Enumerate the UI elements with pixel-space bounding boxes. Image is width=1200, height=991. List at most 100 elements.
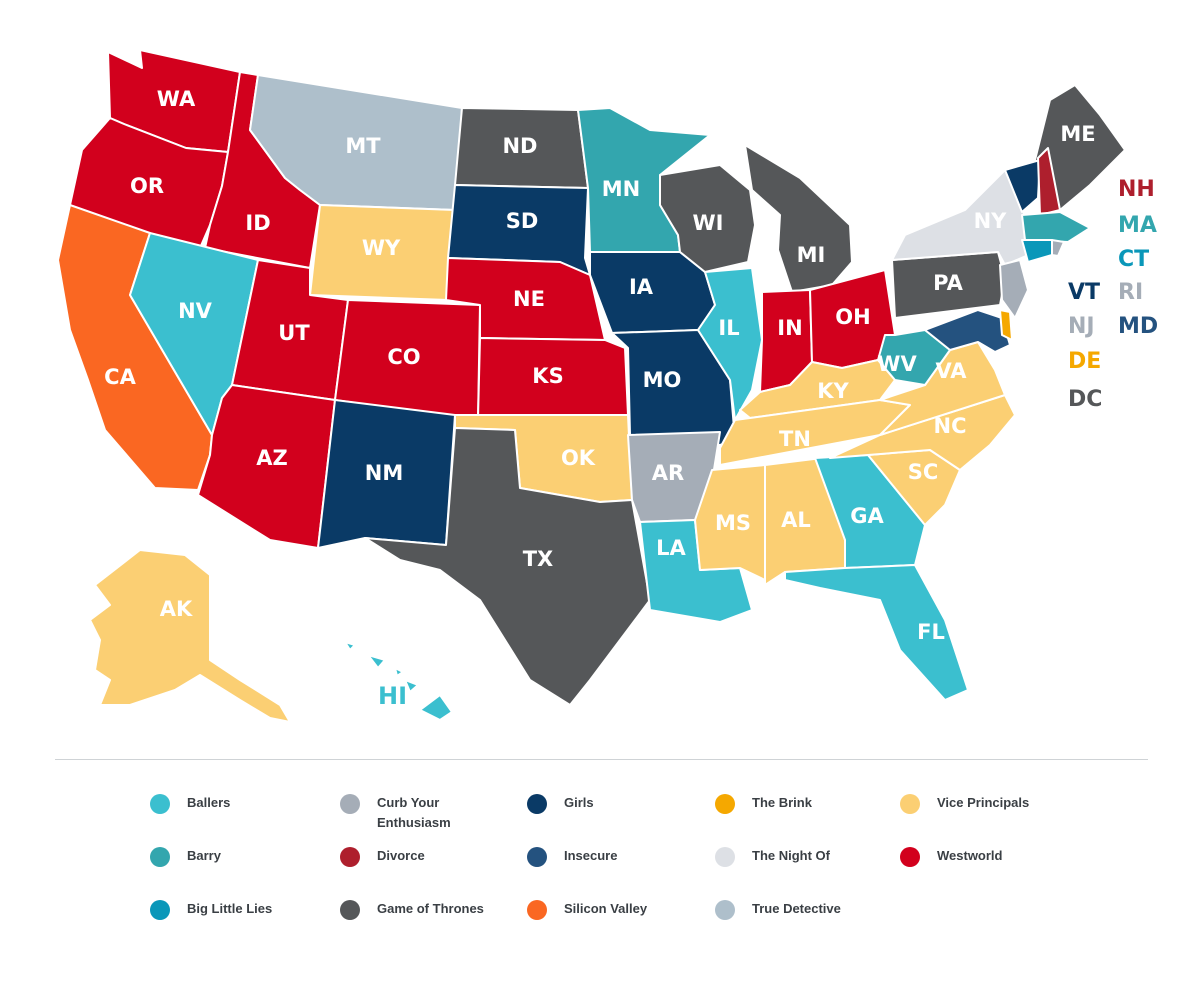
state-label-fl: FL — [917, 620, 945, 644]
legend-label: The Brink — [752, 795, 812, 810]
legend-swatch — [150, 900, 170, 920]
legend-label: Insecure — [564, 848, 618, 863]
legend-swatch — [150, 794, 170, 814]
state-label-ms: MS — [715, 511, 751, 535]
state-label-ak: AK — [160, 597, 193, 621]
state-ct[interactable] — [1021, 239, 1053, 263]
legend-label: Big Little Lies — [187, 901, 273, 916]
state-label-ia: IA — [629, 275, 654, 299]
state-label-la: LA — [656, 536, 686, 560]
legend-label: Barry — [187, 848, 221, 863]
legend-divider — [55, 759, 1148, 760]
state-label-mi: MI — [797, 243, 826, 267]
state-label-or: OR — [130, 174, 164, 198]
state-label-ca: CA — [104, 365, 136, 389]
state-ri[interactable] — [1051, 239, 1065, 257]
state-label-tx: TX — [523, 547, 554, 571]
side-label-dc: DC — [1068, 387, 1102, 412]
legend-swatch — [715, 794, 735, 814]
legend-swatch — [527, 794, 547, 814]
state-wi[interactable] — [659, 164, 756, 273]
state-wv[interactable] — [877, 329, 951, 386]
legend-item[interactable]: Curb Your Enthusiasm — [340, 793, 520, 833]
side-label-vt: VT — [1068, 280, 1100, 305]
state-label-ga: GA — [850, 504, 884, 528]
state-label-mt: MT — [345, 134, 381, 158]
side-label-ct: CT — [1118, 247, 1149, 272]
legend-item[interactable]: Ballers — [150, 793, 330, 814]
legend-swatch — [715, 900, 735, 920]
legend-item[interactable]: Insecure — [527, 846, 707, 867]
state-tx[interactable] — [364, 427, 651, 706]
legend-label: The Night Of — [752, 848, 830, 863]
state-nj[interactable] — [999, 259, 1029, 319]
state-label-hi: HI — [378, 682, 407, 710]
legend-label: Westworld — [937, 848, 1003, 863]
state-de[interactable] — [999, 309, 1013, 341]
legend-swatch — [527, 847, 547, 867]
state-label-al: AL — [781, 508, 811, 532]
state-label-co: CO — [387, 345, 420, 369]
legend-label: True Detective — [752, 901, 841, 916]
legend-swatch — [527, 900, 547, 920]
side-label-ri: RI — [1118, 280, 1143, 305]
legend-item[interactable]: Game of Thrones — [340, 899, 520, 920]
state-label-id: ID — [245, 211, 270, 235]
state-hi[interactable] — [344, 641, 453, 721]
legend: Ballers Curb Your Enthusiasm Girls The B… — [150, 793, 1150, 973]
legend-label: Ballers — [187, 795, 231, 810]
state-label-in: IN — [777, 316, 802, 340]
us-map: WA OR CA ID NV MT WY UT AZ CO NM ND SD NE KS OK TX MN IA MO… — [57, 49, 1158, 723]
legend-swatch — [900, 847, 920, 867]
state-vt[interactable] — [1004, 159, 1041, 213]
legend-item[interactable]: Silicon Valley — [527, 899, 707, 920]
legend-label: Game of Thrones — [377, 901, 484, 916]
state-fl[interactable] — [784, 564, 969, 701]
state-ma[interactable] — [1021, 211, 1091, 243]
legend-label: Girls — [564, 795, 594, 810]
legend-item[interactable]: Girls — [527, 793, 707, 814]
side-label-de: DE — [1068, 349, 1101, 374]
state-label-oh: OH — [835, 305, 870, 329]
legend-item[interactable]: The Brink — [715, 793, 895, 814]
legend-item[interactable]: Big Little Lies — [150, 899, 330, 920]
state-label-nd: ND — [502, 134, 537, 158]
state-label-me: ME — [1060, 122, 1095, 146]
legend-swatch — [715, 847, 735, 867]
legend-label: Vice Principals — [937, 795, 1030, 810]
state-nh[interactable] — [1037, 147, 1061, 216]
state-label-ut: UT — [278, 321, 310, 345]
legend-item[interactable]: Divorce — [340, 846, 520, 867]
state-label-ks: KS — [532, 364, 563, 388]
legend-item[interactable]: The Night Of — [715, 846, 895, 867]
legend-label: Silicon Valley — [564, 901, 648, 916]
state-ak[interactable] — [89, 549, 291, 723]
legend-label: Curb Your Enthusiasm — [377, 795, 451, 830]
legend-item[interactable]: Westworld — [900, 846, 1080, 867]
state-label-az: AZ — [256, 446, 287, 470]
state-label-mo: MO — [643, 368, 682, 392]
state-label-mn: MN — [602, 177, 640, 201]
state-label-pa: PA — [933, 271, 963, 295]
legend-item[interactable]: True Detective — [715, 899, 895, 920]
state-label-ok: OK — [561, 446, 596, 470]
legend-swatch — [340, 900, 360, 920]
state-label-sc: SC — [908, 460, 939, 484]
legend-item[interactable]: Barry — [150, 846, 330, 867]
state-md[interactable] — [924, 309, 1011, 353]
side-label-md: MD — [1118, 314, 1158, 339]
side-label-nj: NJ — [1068, 314, 1095, 339]
legend-label: Divorce — [377, 848, 425, 863]
state-mi[interactable] — [744, 144, 853, 293]
state-label-wa: WA — [157, 87, 196, 111]
state-ks[interactable] — [477, 337, 629, 419]
state-label-tn: TN — [779, 427, 811, 451]
side-label-ma: MA — [1118, 213, 1157, 238]
legend-swatch — [340, 794, 360, 814]
legend-swatch — [150, 847, 170, 867]
state-label-ny: NY — [974, 209, 1008, 233]
state-label-ky: KY — [817, 379, 849, 403]
legend-item[interactable]: Vice Principals — [900, 793, 1080, 814]
state-label-nv: NV — [178, 299, 213, 323]
state-label-ne: NE — [513, 287, 545, 311]
